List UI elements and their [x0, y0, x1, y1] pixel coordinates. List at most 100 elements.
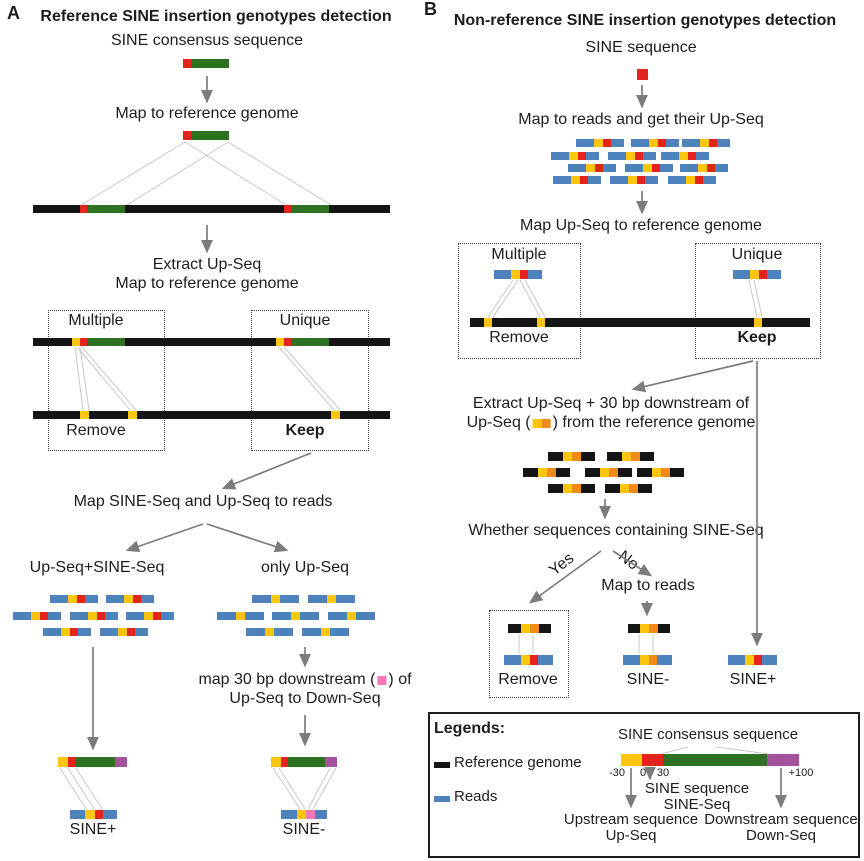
b-extract-pre: Up-Seq (	[466, 414, 531, 431]
read-only-upseq-0	[252, 595, 299, 603]
read-only-upseq-2	[217, 612, 264, 620]
frag-remove-b	[508, 624, 551, 633]
read-b-mapped-7	[625, 164, 673, 172]
legend-downstream-line2: Down-Seq	[745, 827, 817, 844]
b-remove-box	[489, 610, 569, 698]
legend-upstream-line1: Upstream sequence	[563, 811, 699, 828]
read-b-mapped-0	[576, 139, 624, 147]
read-only-upseq-6	[302, 628, 349, 636]
a-map30-line2: Up-Seq to Down-Seq	[229, 690, 381, 707]
a-multiple-label: Multiple	[68, 312, 124, 329]
b-multiple-label: Multiple	[491, 246, 547, 263]
frag-extracted-1	[607, 452, 654, 461]
panel-a-title: Reference SINE insertion genotypes detec…	[40, 8, 392, 25]
legend-sine-seq-line2: SINE-Seq	[663, 796, 731, 813]
genome-b	[470, 318, 810, 327]
yellow-swatch-icon	[532, 419, 542, 428]
b-step-map-reads: Map to reads and get their Up-Seq	[518, 111, 764, 128]
a-map30-line1: map 30 bp downstream ( ) of	[198, 671, 411, 689]
read-b-mapped-3	[551, 152, 599, 160]
a-step-extract-line1: Extract Up-Seq	[152, 256, 262, 273]
read-upseq-sineseq-6	[100, 628, 148, 636]
read-sine-minus-a	[281, 810, 327, 819]
b-multiple-box	[458, 243, 581, 359]
consensus-bar-top	[183, 59, 229, 68]
b-step-whether: Whether sequences containing SINE-Seq	[468, 522, 764, 539]
legend-genome-swatch	[434, 762, 450, 768]
b-remove2-label: Remove	[498, 671, 558, 688]
read-only-upseq-4	[328, 612, 375, 620]
b-remove-label: Remove	[489, 329, 549, 346]
orange-swatch-icon	[541, 419, 551, 428]
b-step-sine-seq: SINE sequence	[585, 39, 697, 56]
b-extract-line1: Extract Up-Seq + 30 bp downstream of	[472, 395, 750, 412]
a-sine-minus-label: SINE-	[282, 821, 326, 838]
a-unique-box	[251, 310, 369, 451]
read-b-mapped-9	[553, 176, 601, 184]
legend-reads-swatch	[434, 796, 450, 802]
frag-extracted-0	[548, 452, 595, 461]
b-extract-line2: Up-Seq ( ) from the reference genome	[467, 414, 756, 432]
genome-a-upseq	[33, 338, 390, 346]
b-sine-minus-label: SINE-	[626, 671, 670, 688]
legend-downstream-line1: Downstream sequence	[704, 811, 858, 828]
b-yes-label: Yes	[546, 549, 578, 580]
genome-a-insertions	[33, 205, 390, 213]
construct-sine-plus-a	[58, 757, 127, 767]
panel-b-title: Non-reference SINE insertion genotypes d…	[453, 12, 837, 29]
b-unique-label: Unique	[731, 246, 783, 263]
read-sine-minus-b	[623, 655, 672, 665]
legend-tick-0: 0	[639, 767, 647, 779]
legend-tick-30: 30	[656, 767, 670, 779]
a-map30-post: ) of	[388, 671, 412, 688]
legend-tick-100: +100	[788, 767, 814, 779]
read-b-mapped-1	[631, 139, 679, 147]
read-upseq-sineseq-2	[13, 612, 61, 620]
a-remove-label: Remove	[66, 422, 126, 439]
a-branch-left-label: Up-Seq+SINE-Seq	[29, 559, 165, 576]
b-keep-label: Keep	[737, 329, 777, 346]
frag-sine-minus-b	[628, 624, 670, 633]
a-multiple-box	[48, 310, 165, 451]
consensus-bar-map	[183, 131, 229, 140]
read-b-mapped-8	[680, 164, 728, 172]
a-sine-plus-label: SINE+	[69, 821, 117, 838]
read-upseq-sineseq-4	[126, 612, 174, 620]
read-upseq-sineseq-1	[106, 595, 154, 603]
a-step-map-ref: Map to reference genome	[115, 105, 299, 122]
frag-extracted-5	[548, 484, 595, 493]
legend-upstream-line2: Up-Seq	[605, 827, 657, 844]
read-sine-plus-b	[728, 655, 777, 665]
construct-sine-minus-a	[271, 757, 337, 767]
read-upseq-sineseq-3	[70, 612, 118, 620]
legend-consensus-label: SINE consensus sequence	[617, 726, 799, 743]
legend-reads-label: Reads	[454, 788, 498, 805]
b-unique-box	[695, 243, 821, 359]
read-remove-b	[504, 655, 553, 665]
a-map30-pre: map 30 bp downstream (	[198, 671, 376, 688]
panel-b-label: B	[424, 0, 437, 19]
legend-ref-genome-label: Reference genome	[454, 754, 582, 771]
read-b-mapped-4	[608, 152, 656, 160]
a-keep-label: Keep	[285, 422, 325, 439]
read-only-upseq-5	[246, 628, 293, 636]
frag-extracted-4	[637, 468, 684, 477]
read-b-mapped-10	[610, 176, 658, 184]
legend-title: Legends:	[434, 720, 506, 737]
panel-a-label: A	[7, 3, 20, 23]
legend-tick-m30: -30	[609, 767, 625, 779]
b-extract-post: ) from the reference genome	[552, 414, 756, 431]
b-sine-plus-label: SINE+	[729, 671, 777, 688]
read-only-upseq-3	[272, 612, 319, 620]
read-b-mapped-5	[661, 152, 709, 160]
legend-box	[428, 712, 860, 858]
flow-arrows	[87, 76, 787, 809]
sine-square	[637, 69, 648, 80]
frag-extracted-6	[605, 484, 652, 493]
legend-structure-bar	[621, 754, 799, 766]
a-step-map-reads: Map SINE-Seq and Up-Seq to reads	[73, 493, 333, 510]
genome-a-mapped	[33, 411, 390, 419]
frag-extracted-2	[523, 468, 570, 477]
a-unique-label: Unique	[279, 312, 331, 329]
legend-sine-seq-line1: SINE sequence	[644, 780, 750, 797]
